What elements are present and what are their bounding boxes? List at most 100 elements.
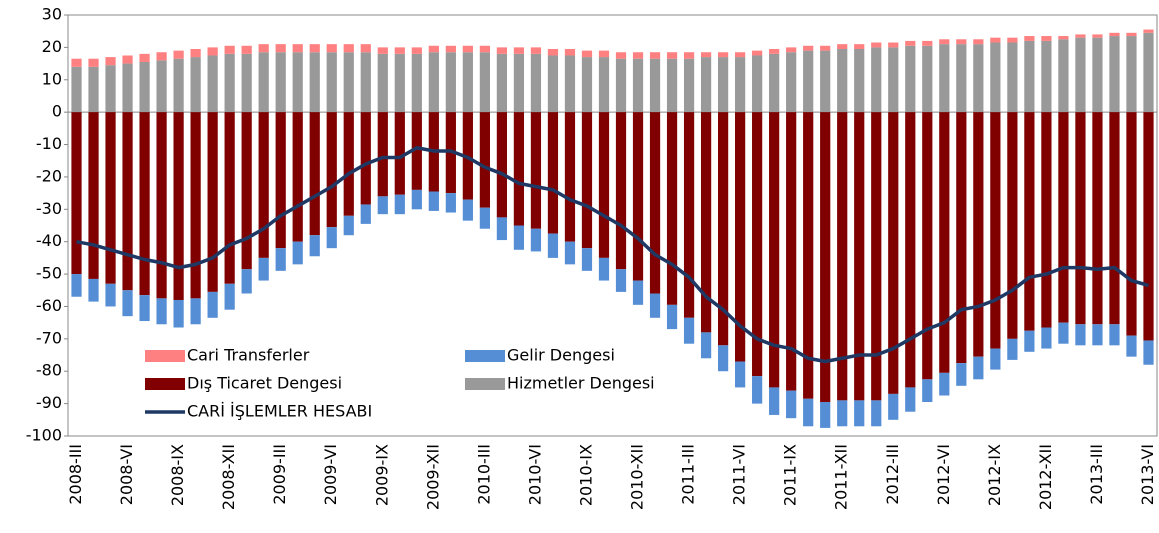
bar — [88, 58, 99, 67]
bar — [1024, 40, 1035, 113]
bar — [820, 45, 831, 51]
y-tick-label: -30 — [36, 199, 62, 218]
bar — [394, 47, 405, 54]
legend-label: Gelir Dengesi — [507, 346, 615, 365]
bar — [905, 40, 916, 46]
bar — [854, 112, 865, 401]
bar — [632, 58, 644, 113]
bar — [241, 53, 252, 113]
bar — [973, 39, 984, 45]
bar — [428, 45, 439, 53]
bar — [769, 49, 780, 54]
bar — [990, 42, 1001, 113]
bar — [1024, 36, 1035, 41]
bar — [1143, 29, 1154, 33]
bar — [1092, 34, 1103, 38]
bar — [700, 52, 712, 58]
bar — [1143, 112, 1154, 341]
bar — [139, 53, 150, 62]
legend-label: Dış Ticaret Dengesi — [187, 374, 342, 393]
bar — [666, 112, 678, 305]
bar — [922, 379, 933, 402]
bar — [326, 112, 337, 228]
bar — [258, 44, 269, 53]
bar — [1143, 340, 1154, 365]
bar — [292, 112, 303, 242]
bar — [683, 52, 695, 59]
bar — [854, 49, 865, 113]
bar — [564, 49, 576, 56]
bar — [462, 199, 473, 221]
bar — [1007, 338, 1018, 360]
bar — [564, 55, 576, 113]
bar — [309, 52, 320, 113]
bar — [1024, 112, 1035, 331]
bar — [1109, 112, 1120, 325]
bar — [871, 112, 882, 401]
bar — [71, 274, 82, 297]
bar — [1058, 112, 1069, 323]
bar — [343, 112, 354, 216]
bar — [207, 112, 218, 292]
bar — [769, 53, 780, 113]
bar — [411, 53, 422, 113]
bar — [530, 112, 542, 229]
bar — [752, 50, 763, 56]
bar — [190, 57, 201, 113]
bar — [105, 283, 116, 307]
y-tick-label: -80 — [36, 361, 62, 380]
bar — [1041, 36, 1052, 41]
bar — [990, 112, 1001, 349]
bar — [292, 52, 303, 113]
bar — [428, 191, 439, 211]
bar — [786, 47, 797, 53]
bar — [1143, 32, 1154, 113]
bar — [309, 235, 320, 257]
bar — [428, 52, 439, 113]
bar — [139, 61, 150, 113]
x-tick-label: 2009-XII — [423, 444, 442, 510]
bar — [173, 58, 184, 113]
bar — [139, 112, 150, 296]
bar — [1041, 40, 1052, 113]
bar — [343, 215, 354, 236]
x-tick-label: 2008-VI — [117, 444, 136, 505]
bar — [615, 58, 627, 113]
bar — [581, 50, 593, 58]
bar — [905, 387, 916, 412]
bar — [888, 393, 899, 420]
bar — [956, 112, 967, 364]
legend-swatch — [145, 350, 185, 362]
x-tick-label: 2010-XII — [628, 444, 647, 510]
bar — [394, 53, 405, 113]
bar — [1075, 112, 1086, 325]
bar — [837, 112, 848, 401]
legend-swatch — [465, 350, 505, 362]
bar — [735, 57, 746, 113]
bar — [530, 53, 542, 113]
bar — [156, 60, 167, 113]
bar — [803, 50, 814, 113]
bar — [700, 332, 712, 359]
bar — [360, 204, 371, 224]
bar — [224, 112, 235, 284]
x-tick-label: 2009-III — [270, 444, 289, 505]
bar — [360, 112, 371, 205]
bar — [479, 207, 490, 229]
bar — [479, 112, 490, 208]
bar — [326, 44, 337, 53]
bar — [71, 66, 82, 113]
bar — [1075, 34, 1086, 38]
x-tick-label: 2012-III — [883, 444, 902, 505]
bar — [156, 52, 167, 61]
bar — [122, 63, 133, 113]
bar — [71, 112, 82, 275]
bar — [309, 112, 320, 236]
bar — [1041, 327, 1052, 349]
bar — [377, 53, 388, 113]
bar — [275, 112, 286, 249]
bar — [1092, 112, 1103, 325]
bar — [377, 112, 388, 197]
bar — [939, 112, 950, 373]
